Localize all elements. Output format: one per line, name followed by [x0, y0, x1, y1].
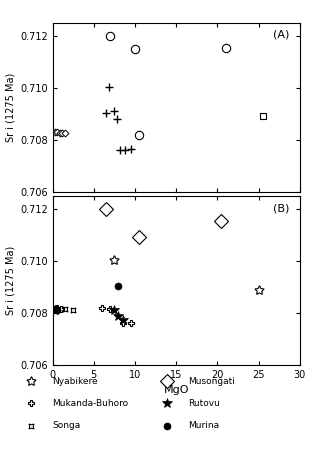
- X-axis label: MgO: MgO: [163, 385, 189, 395]
- Text: (B): (B): [273, 203, 290, 213]
- Text: Mukanda-Buhoro: Mukanda-Buhoro: [53, 399, 129, 408]
- Text: Songa: Songa: [53, 421, 81, 430]
- Y-axis label: Sr i (1275 Ma): Sr i (1275 Ma): [6, 246, 16, 315]
- Text: Murina: Murina: [188, 421, 220, 430]
- Y-axis label: Sr i (1275 Ma): Sr i (1275 Ma): [6, 73, 16, 142]
- Text: Rutovu: Rutovu: [188, 399, 220, 408]
- Text: Nyabikere: Nyabikere: [53, 377, 98, 386]
- Text: (A): (A): [273, 30, 290, 40]
- Text: Musongati: Musongati: [188, 377, 235, 386]
